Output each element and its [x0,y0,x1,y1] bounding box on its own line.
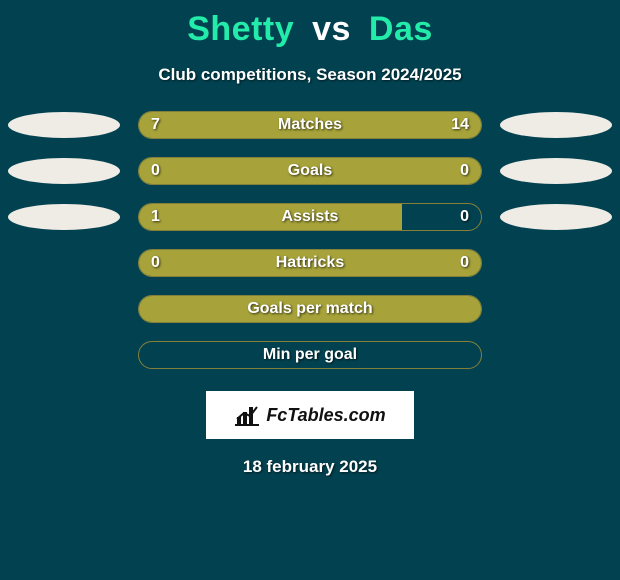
vs-text: vs [312,10,351,48]
stat-bar: 00Goals [138,157,482,185]
logo-box: FcTables.com [206,391,414,439]
stat-label: Matches [139,112,481,138]
stat-label: Hattricks [139,250,481,276]
stat-label: Goals per match [139,296,481,322]
player1-marker [8,112,120,138]
stat-bar: Min per goal [138,341,482,369]
stat-row: 00Hattricks [0,249,620,277]
stat-label: Assists [139,204,481,230]
stat-row: 10Assists [0,203,620,231]
player2-marker [500,158,612,184]
stat-bar: 714Matches [138,111,482,139]
player1-marker [8,204,120,230]
player2-name: Das [369,10,433,48]
logo: FcTables.com [234,404,385,426]
stat-row: 714Matches [0,111,620,139]
player2-marker [500,204,612,230]
logo-text: FcTables.com [266,405,385,426]
date: 18 february 2025 [243,457,377,477]
subtitle: Club competitions, Season 2024/2025 [158,65,461,85]
stat-label: Goals [139,158,481,184]
stat-bar: Goals per match [138,295,482,323]
player1-name: Shetty [187,10,294,48]
stat-label: Min per goal [139,342,481,368]
player2-marker [500,112,612,138]
stat-bar: 10Assists [138,203,482,231]
page-title: Shetty vs Das [187,10,433,49]
player1-marker [8,158,120,184]
stats-area: 714Matches 00Goals 10Assists 00Hattricks Goa… [0,93,620,369]
stat-row: Goals per match [0,295,620,323]
stat-row: Min per goal [0,341,620,369]
stat-bar: 00Hattricks [138,249,482,277]
infographic-root: Shetty vs Das Club competitions, Season … [0,0,620,477]
stat-row: 00Goals [0,157,620,185]
bar-chart-icon [234,404,260,426]
